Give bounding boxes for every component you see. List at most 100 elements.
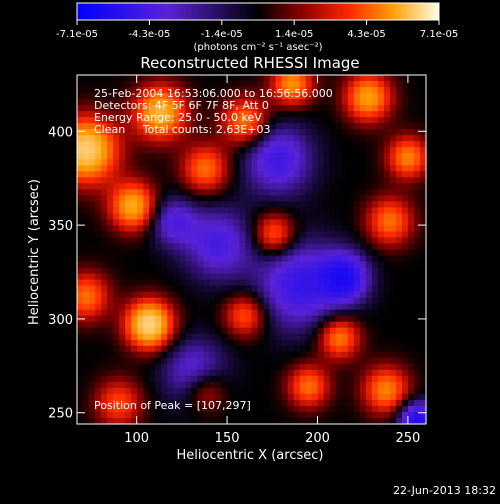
heatmap-cell	[137, 279, 144, 287]
heatmap-cell	[329, 225, 337, 233]
heatmap-cell	[245, 117, 253, 124]
heatmap-cell	[191, 171, 198, 178]
colorbar: -7.1e-05 -4.3e-05 -1.4e-05 1.4e-05 4.3e-05 7.…	[56, 2, 458, 53]
heatmap-cell	[95, 363, 102, 371]
heatmap-cell	[221, 267, 229, 275]
heatmap-cell	[107, 87, 114, 94]
heatmap-cell	[245, 405, 253, 413]
heatmap-cell	[101, 321, 108, 329]
heatmap-cell	[197, 363, 204, 371]
heatmap-cell	[83, 75, 90, 82]
heatmap-cell	[329, 117, 337, 124]
heatmap-cell	[137, 291, 144, 299]
heatmap-cell	[143, 111, 150, 118]
heatmap-cell	[329, 291, 337, 299]
heatmap-cell	[221, 279, 229, 287]
heatmap-cell	[227, 141, 235, 148]
heatmap-cell	[191, 159, 198, 166]
heatmap-cell	[89, 411, 96, 419]
heatmap-cell	[245, 375, 253, 383]
heatmap-cell	[83, 225, 90, 233]
heatmap-cell	[227, 195, 235, 202]
heatmap-cell	[227, 165, 235, 172]
heatmap-cell	[419, 369, 427, 377]
heatmap-cell	[383, 303, 391, 311]
heatmap-cell	[383, 351, 391, 359]
heatmap-cell	[353, 405, 361, 413]
heatmap-cell	[89, 75, 96, 82]
heatmap-cell	[221, 321, 229, 329]
heatmap-cell	[179, 345, 186, 353]
heatmap-cell	[95, 165, 102, 172]
heatmap-cell	[167, 261, 174, 269]
heatmap-cell	[323, 111, 331, 118]
heatmap-cell	[353, 159, 361, 166]
heatmap-cell	[209, 351, 216, 359]
heatmap-cell	[251, 357, 259, 365]
heatmap-cell	[113, 201, 120, 208]
heatmap-cell	[179, 219, 186, 227]
heatmap-cell	[161, 81, 168, 88]
heatmap-cell	[155, 171, 162, 178]
heatmap-cell	[419, 159, 427, 166]
heatmap-cell	[179, 309, 186, 317]
heatmap-cell	[401, 231, 409, 239]
heatmap-cell	[155, 87, 162, 94]
heatmap-cell	[173, 75, 180, 82]
heatmap-cell	[317, 189, 325, 196]
heatmap-cell	[233, 171, 241, 178]
heatmap-cell	[401, 213, 409, 221]
heatmap-cell	[323, 291, 331, 299]
heatmap-cell	[77, 399, 84, 407]
heatmap-cell	[191, 231, 198, 239]
heatmap-cell	[269, 141, 277, 148]
heatmap-cell	[293, 315, 301, 323]
heatmap-cell	[257, 183, 265, 190]
heatmap-cell	[143, 369, 150, 377]
heatmap-cell	[395, 339, 403, 347]
heatmap-cell	[161, 147, 168, 154]
heatmap-cell	[275, 225, 283, 233]
heatmap-cell	[191, 351, 198, 359]
heatmap-cell	[269, 219, 277, 227]
heatmap-cell	[203, 147, 210, 154]
heatmap-cell	[173, 219, 180, 227]
heatmap-cell	[95, 189, 102, 196]
heatmap-cell	[89, 105, 96, 112]
heatmap-cell	[239, 327, 247, 335]
heatmap-cell	[365, 321, 373, 329]
heatmap-cell	[101, 213, 108, 221]
heatmap-cell	[107, 147, 114, 154]
heatmap-cell	[341, 255, 349, 263]
heatmap-cell	[245, 135, 253, 142]
heatmap-cell	[317, 207, 325, 214]
heatmap-cell	[83, 87, 90, 94]
heatmap-cell	[245, 393, 253, 401]
heatmap-cell	[419, 225, 427, 233]
heatmap-cell	[407, 81, 415, 88]
heatmap-cell	[359, 249, 367, 257]
heatmap-cell	[401, 381, 409, 389]
heatmap-cell	[239, 273, 247, 281]
heatmap-cell	[335, 219, 343, 227]
heatmap-cell	[89, 213, 96, 221]
heatmap-cell	[191, 405, 198, 413]
heatmap-cell	[359, 177, 367, 184]
heatmap-cell	[125, 315, 132, 323]
heatmap-cell	[269, 279, 277, 287]
heatmap-cell	[233, 369, 241, 377]
heatmap-cell	[125, 87, 132, 94]
heatmap-cell	[179, 375, 186, 383]
heatmap-cell	[185, 345, 192, 353]
heatmap-cell	[83, 105, 90, 112]
heatmap-cell	[125, 411, 132, 419]
heatmap-cell	[383, 111, 391, 118]
heatmap-cell	[311, 189, 319, 196]
heatmap-cell	[263, 99, 271, 106]
heatmap-cell	[299, 219, 307, 227]
heatmap-cell	[269, 375, 277, 383]
heatmap-cell	[347, 135, 355, 142]
heatmap-cell	[257, 105, 265, 112]
heatmap-cell	[293, 309, 301, 317]
heatmap-cell	[119, 147, 126, 154]
